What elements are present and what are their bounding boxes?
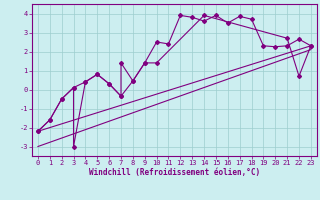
X-axis label: Windchill (Refroidissement éolien,°C): Windchill (Refroidissement éolien,°C) [89,168,260,177]
